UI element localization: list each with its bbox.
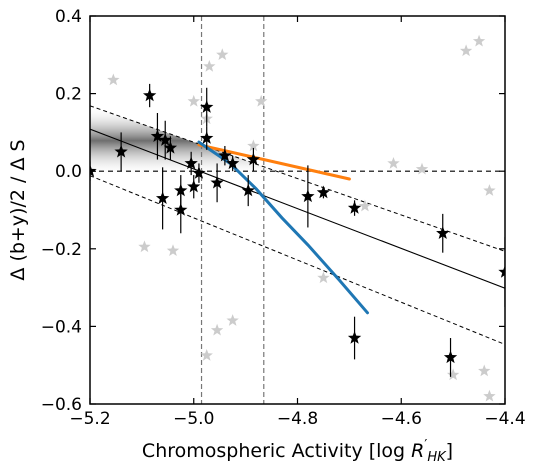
data-star [200, 100, 214, 113]
data-star [246, 152, 261, 166]
data-star [226, 156, 240, 170]
background-star [107, 73, 120, 86]
data-star [155, 191, 170, 205]
x-tick-label: −5.2 [69, 409, 110, 429]
background-star [446, 368, 460, 381]
background-star [387, 156, 400, 169]
band-lower-edge [90, 175, 505, 345]
orange-model-line [197, 143, 351, 181]
background-star [210, 323, 224, 336]
background-star [138, 240, 151, 253]
data-star [90, 164, 97, 177]
data-star [218, 148, 232, 162]
plot-area [90, 16, 505, 404]
background-star [459, 44, 473, 57]
y-tick-label: −0.2 [41, 240, 82, 260]
data-star [174, 203, 188, 216]
y-axis-title: Δ (b+y)/2 / Δ S [7, 139, 29, 280]
data-star [316, 185, 331, 199]
x-tick-label: −4.4 [484, 409, 525, 429]
x-axis-title-prime: ′ [424, 438, 427, 453]
data-star [184, 156, 198, 170]
data-star [150, 129, 165, 142]
background-star [317, 271, 330, 284]
band-upper-edge [90, 105, 505, 252]
data-star [143, 88, 157, 102]
x-axis-title-close: ] [446, 440, 453, 462]
y-tick-label: −0.4 [41, 317, 82, 337]
background-star [472, 34, 486, 47]
data-star [347, 201, 362, 214]
data-star [498, 265, 505, 278]
data-star [347, 331, 362, 344]
x-axis-title-main: Chromospheric Activity [log [142, 440, 411, 462]
data-star [163, 140, 178, 154]
data-star [114, 144, 128, 158]
y-tick-label: 0.2 [55, 85, 82, 105]
data-star [187, 179, 201, 193]
background-star [478, 364, 491, 377]
background-star [226, 314, 239, 326]
background-star [166, 244, 180, 256]
x-axis-title-math: R [411, 440, 424, 462]
background-star [200, 349, 213, 361]
data-star [158, 133, 172, 146]
background-star [255, 94, 268, 107]
background-star [203, 59, 216, 72]
background-star [483, 389, 496, 402]
data-star [443, 350, 458, 364]
data-star [200, 131, 214, 144]
y-tick-label: 0.0 [55, 162, 82, 182]
background-star [358, 199, 372, 212]
data-star [241, 183, 255, 197]
x-tick-label: −5.0 [173, 409, 214, 429]
data-star [210, 175, 224, 189]
data-star [192, 166, 206, 179]
background-star [247, 139, 260, 152]
x-tick-label: −4.8 [277, 409, 318, 429]
x-tick-label: −4.6 [381, 409, 422, 429]
y-tick-label: −0.6 [41, 395, 82, 415]
y-tick-label: 0.4 [55, 7, 82, 27]
background-star [216, 48, 229, 61]
background-star [415, 162, 429, 175]
background-star [483, 184, 496, 196]
axis-ticks: −5.2 −5.0 −4.8 −4.6 −4.4 −0.6 −0.4 −0.2 0.0 0.2 0.… [41, 7, 526, 429]
fit-line [90, 128, 505, 289]
background-star [187, 94, 200, 107]
x-axis-title-subscript: HK [427, 450, 447, 465]
data-star [301, 189, 315, 203]
data-star [436, 226, 450, 239]
x-axis-title: Chromospheric Activity [log R′HK] [142, 438, 453, 465]
